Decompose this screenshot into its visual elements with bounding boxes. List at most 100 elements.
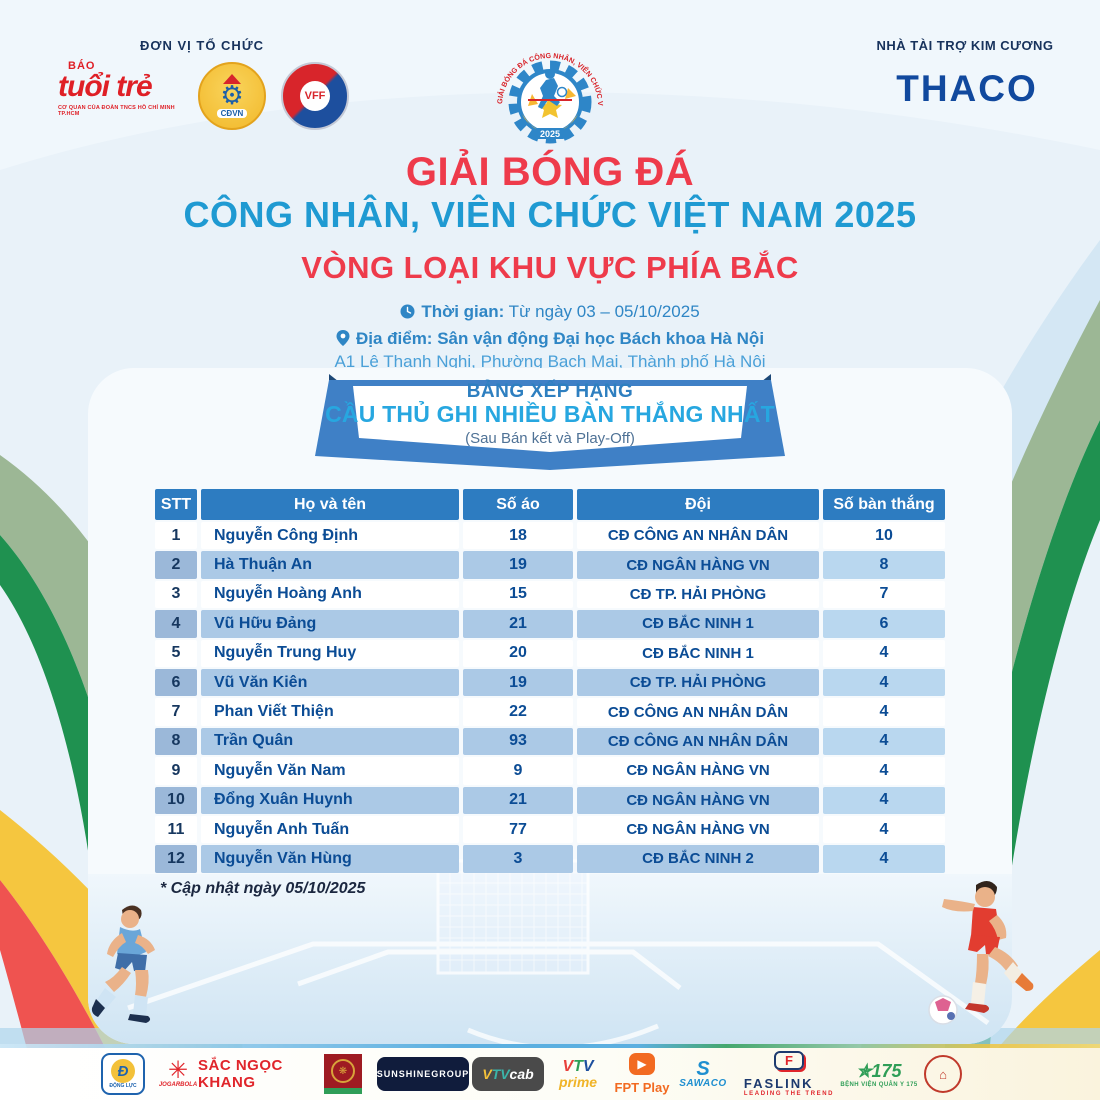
table-row: 6 Vũ Văn Kiên 19 CĐ TP. HẢI PHÒNG 4 bbox=[155, 668, 945, 697]
jogarbola-label: JOGARBOLA bbox=[158, 1082, 198, 1088]
cell-team: CĐ BẮC NINH 1 bbox=[577, 639, 819, 667]
cell-name: Nguyễn Văn Nam bbox=[201, 757, 459, 785]
tuoi-tre-name: tuổi trẻ bbox=[58, 70, 153, 103]
cell-team: CĐ BẮC NINH 1 bbox=[577, 610, 819, 638]
clock-icon bbox=[400, 304, 415, 319]
cell-goals: 4 bbox=[823, 815, 945, 844]
header-team: Đội bbox=[577, 489, 819, 520]
cell-stt: 12 bbox=[155, 845, 197, 873]
cell-name: Nguyễn Hoàng Anh bbox=[201, 580, 459, 609]
location-pin-icon bbox=[336, 330, 350, 346]
table-row: 3 Nguyễn Hoàng Anh 15 CĐ TP. HẢI PHÒNG 7 bbox=[155, 580, 945, 609]
sponsor-logo-dong-luc: Đ ĐỘNG LỰC bbox=[99, 1053, 147, 1095]
sponsor-logo-vtv-prime: VTV prime bbox=[548, 1053, 608, 1095]
sponsor-logo-hospital-175: ✯175 BỆNH VIỆN QUÂN Y 175 bbox=[836, 1053, 922, 1095]
time-label: Thời gian: bbox=[421, 302, 505, 321]
sponsor-logo-hospital-emblem: ⌂ bbox=[923, 1053, 963, 1095]
hospital-175-label: BỆNH VIỆN QUÂN Y 175 bbox=[840, 1081, 918, 1088]
cell-goals: 4 bbox=[823, 668, 945, 697]
event-logo: GIẢI BÓNG ĐÁ CÔNG NHÂN, VIÊN CHỨC VIỆT N… bbox=[492, 44, 605, 144]
cell-stt: 2 bbox=[155, 551, 197, 579]
time-row: Thời gian: Từ ngày 03 – 05/10/2025 bbox=[0, 302, 1100, 322]
banner-title: BẢNG XẾP HẠNG bbox=[466, 381, 634, 402]
blue-player-illustration bbox=[91, 905, 155, 1023]
cell-shirt: 18 bbox=[463, 522, 573, 550]
tuoi-tre-logo: BÁO tuổi trẻ CƠ QUAN CỦA ĐOÀN TNCS HỒ CH… bbox=[58, 60, 192, 136]
cell-team: CĐ CÔNG AN NHÂN DÂN bbox=[577, 727, 819, 756]
cell-shirt: 20 bbox=[463, 639, 573, 667]
jogarbola-star-icon: ✳ bbox=[167, 1057, 189, 1084]
sponsor-logo-hoa-sen: ❋ bbox=[321, 1053, 365, 1095]
sponsor-logo-sawaco: S SAWACO bbox=[675, 1053, 731, 1095]
cell-name: Phan Viết Thiện bbox=[201, 698, 459, 726]
table-row: 8 Trần Quân 93 CĐ CÔNG AN NHÂN DÂN 4 bbox=[155, 727, 945, 756]
field-lines bbox=[127, 859, 990, 1044]
penalty-arc-line bbox=[467, 1023, 659, 1044]
scorers-table-body: 1 Nguyễn Công Định 18 CĐ CÔNG AN NHÂN DÂN 10… bbox=[155, 522, 945, 873]
cell-goals: 4 bbox=[823, 845, 945, 873]
cell-team: CĐ BẮC NINH 2 bbox=[577, 845, 819, 873]
cell-name: Đổng Xuân Huynh bbox=[201, 786, 459, 814]
table-row: 11 Nguyễn Anh Tuấn 77 CĐ NGÂN HÀNG VN 4 bbox=[155, 815, 945, 844]
cdvn-flag-icon bbox=[223, 74, 241, 84]
cell-team: CĐ CÔNG AN NHÂN DÂN bbox=[577, 522, 819, 550]
cell-team: CĐ CÔNG AN NHÂN DÂN bbox=[577, 698, 819, 726]
header-goals: Số bàn thắng bbox=[823, 489, 945, 520]
title-line1: GIẢI BÓNG ĐÁ bbox=[405, 150, 695, 194]
cell-goals: 4 bbox=[823, 727, 945, 756]
cell-shirt: 15 bbox=[463, 580, 573, 609]
cell-name: Vũ Văn Kiên bbox=[201, 668, 459, 697]
cell-shirt: 19 bbox=[463, 668, 573, 697]
vff-ball-icon: VFF bbox=[300, 81, 330, 111]
table-row: 9 Nguyễn Văn Nam 9 CĐ NGÂN HÀNG VN 4 bbox=[155, 757, 945, 785]
cell-stt: 7 bbox=[155, 698, 197, 726]
cell-goals: 8 bbox=[823, 551, 945, 579]
organizers-label: ĐƠN VỊ TỔ CHỨC bbox=[140, 38, 264, 53]
cell-name: Hà Thuận An bbox=[201, 551, 459, 579]
sponsor-logo-vtvcab: V TV cab bbox=[472, 1053, 544, 1095]
vtvcab-t: TV bbox=[491, 1066, 510, 1082]
sunshine-label: SUNSHINEGROUP bbox=[377, 1057, 469, 1091]
dong-luc-label: ĐỘNG LỰC bbox=[109, 1083, 137, 1089]
cell-shirt: 93 bbox=[463, 727, 573, 756]
table-header-row: STT Họ và tên Số áo Đội Số bàn thắng bbox=[155, 489, 945, 520]
cell-shirt: 22 bbox=[463, 698, 573, 726]
header-name: Họ và tên bbox=[201, 489, 459, 520]
vtvcab-v: V bbox=[482, 1066, 492, 1082]
banner-note: (Sau Bán kết và Play-Off) bbox=[465, 430, 635, 447]
vff-logo: VFF bbox=[281, 62, 349, 130]
cell-goals: 4 bbox=[823, 639, 945, 667]
cell-stt: 3 bbox=[155, 580, 197, 609]
subtitle-region: VÒNG LOẠI KHU VỰC PHÍA BẮC bbox=[301, 250, 799, 285]
cell-team: CĐ NGÂN HÀNG VN bbox=[577, 551, 819, 579]
cell-team: CĐ NGÂN HÀNG VN bbox=[577, 757, 819, 785]
cell-shirt: 21 bbox=[463, 786, 573, 814]
venue-label: Địa điểm: bbox=[355, 329, 433, 348]
sponsor-bar bbox=[0, 1048, 1100, 1100]
cdvn-logo: ⚙ CĐVN bbox=[198, 62, 266, 130]
venue-value: Sân vận động Đại học Bách khoa Hà Nội bbox=[432, 329, 765, 348]
cell-team: CĐ NGÂN HÀNG VN bbox=[577, 815, 819, 844]
cell-name: Nguyễn Văn Hùng bbox=[201, 845, 459, 873]
ranking-banner-ribbon bbox=[315, 374, 785, 470]
header-shirt: Số áo bbox=[463, 489, 573, 520]
vtvcab-label: V TV cab bbox=[472, 1057, 544, 1091]
penalty-box-line bbox=[127, 941, 990, 1026]
cell-name: Nguyễn Anh Tuấn bbox=[201, 815, 459, 844]
cell-stt: 8 bbox=[155, 727, 197, 756]
star-icon bbox=[538, 96, 562, 118]
cell-goals: 4 bbox=[823, 698, 945, 726]
cell-name: Nguyễn Công Định bbox=[201, 522, 459, 550]
time-value: Từ ngày 03 – 05/10/2025 bbox=[504, 302, 700, 321]
cell-name: Trần Quân bbox=[201, 727, 459, 756]
sponsor-bar-topline bbox=[0, 1044, 1100, 1048]
vtv-prime-label: prime bbox=[558, 1074, 598, 1090]
cell-shirt: 19 bbox=[463, 551, 573, 579]
sponsor-logo-fpt-play: ▶ FPT Play bbox=[605, 1053, 679, 1095]
sawaco-label: SAWACO bbox=[679, 1077, 727, 1089]
cell-stt: 4 bbox=[155, 610, 197, 638]
cell-stt: 6 bbox=[155, 668, 197, 697]
hoa-sen-emblem-icon: ❋ bbox=[324, 1054, 362, 1088]
